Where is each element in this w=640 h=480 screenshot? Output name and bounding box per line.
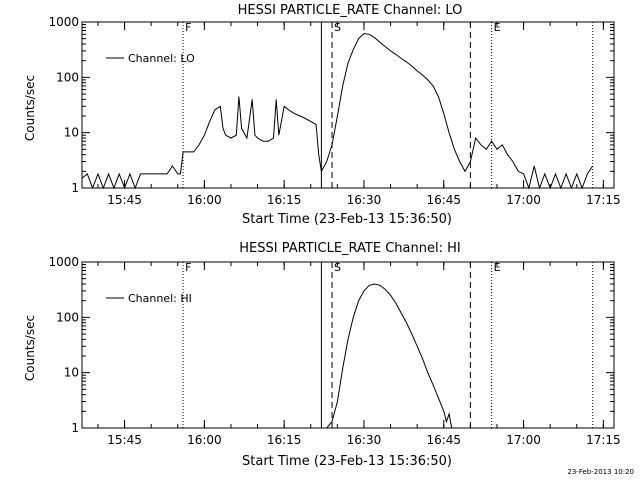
x-tick-label: 17:00	[506, 433, 541, 447]
chart-panel-hi: HESSI PARTICLE_RATE Channel: HI Counts/s…	[23, 241, 621, 469]
x-tick-label: 16:45	[426, 193, 461, 207]
event-marker-label: E	[494, 261, 501, 274]
y-tick-label: 1000	[48, 15, 79, 29]
chart-title-lo: HESSI PARTICLE_RATE Channel: LO	[238, 3, 463, 18]
x-tick-label: 16:00	[187, 193, 222, 207]
y-tick-label: 10	[64, 366, 79, 380]
y-tick-label: 1	[71, 181, 79, 195]
plot-frame	[81, 21, 615, 189]
series-line	[81, 32, 594, 190]
y-axis-label-hi: Counts/sec	[23, 315, 37, 381]
chart-title-hi: HESSI PARTICLE_RATE Channel: HI	[239, 241, 460, 256]
x-tick-label: 17:15	[586, 193, 621, 207]
y-tick-label: 100	[56, 70, 79, 84]
y-tick-label: 10	[64, 126, 79, 140]
plot-frame	[81, 261, 615, 429]
event-marker-label: E	[494, 21, 501, 34]
x-tick-label: 16:15	[267, 193, 302, 207]
footer-timestamp: 23-Feb-2013 10:20	[567, 468, 634, 476]
legend-label-hi: Channel: HI	[128, 292, 192, 305]
x-tick-label: 16:30	[347, 193, 382, 207]
series-line	[326, 283, 453, 429]
legend-hi: Channel: HI	[106, 292, 192, 305]
x-tick-label: 16:15	[267, 433, 302, 447]
event-marker-label: F	[185, 261, 191, 274]
event-marker-label: F	[185, 21, 191, 34]
legend-lo: Channel: LO	[106, 52, 195, 65]
event-marker-label: S	[334, 21, 341, 34]
x-tick-label: 15:45	[107, 433, 142, 447]
y-axis-label-lo: Counts/sec	[23, 75, 37, 141]
y-tick-label: 1	[71, 421, 79, 435]
chart-panel-lo: HESSI PARTICLE_RATE Channel: LO Counts/s…	[23, 3, 621, 227]
legend-label-lo: Channel: LO	[128, 52, 195, 65]
x-tick-label: 17:00	[506, 193, 541, 207]
x-tick-label: 15:45	[107, 193, 142, 207]
x-axis-label-lo: Start Time (23-Feb-13 15:36:50)	[242, 212, 452, 227]
y-tick-label: 1000	[48, 255, 79, 269]
y-tick-label: 100	[56, 310, 79, 324]
x-axis-label-hi: Start Time (23-Feb-13 15:36:50)	[242, 454, 452, 469]
x-tick-label: 17:15	[586, 433, 621, 447]
event-marker-label: S	[334, 261, 341, 274]
x-tick-label: 16:45	[426, 433, 461, 447]
x-tick-label: 16:30	[347, 433, 382, 447]
x-tick-label: 16:00	[187, 433, 222, 447]
